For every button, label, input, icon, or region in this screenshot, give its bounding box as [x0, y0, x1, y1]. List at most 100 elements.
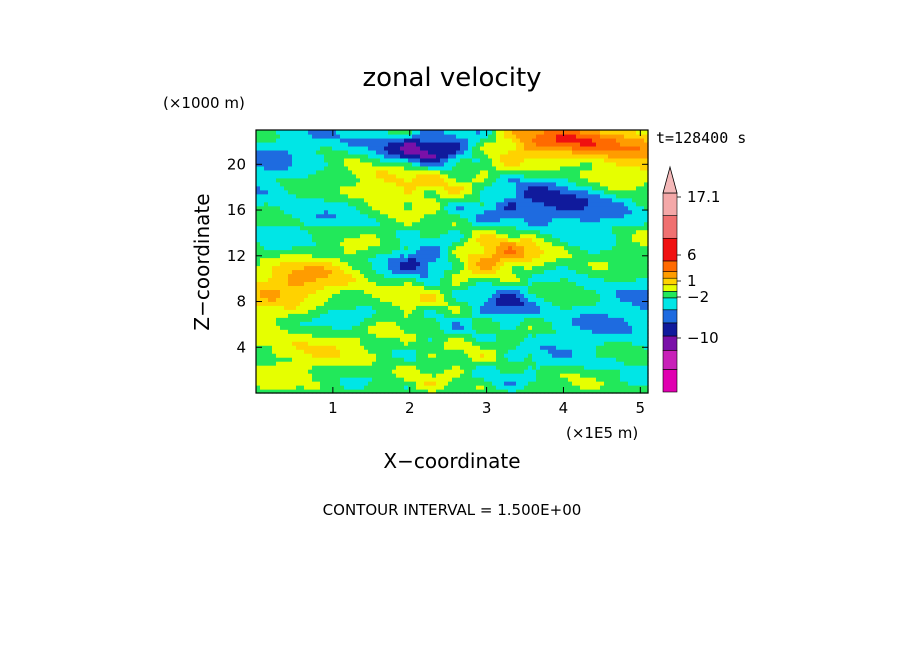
field-cell	[276, 130, 281, 135]
field-cell	[464, 285, 469, 290]
field-cell	[388, 209, 393, 215]
field-cell	[276, 377, 281, 382]
field-cell	[528, 373, 533, 378]
field-cell	[508, 209, 513, 215]
field-cell	[284, 237, 289, 243]
field-cell	[344, 301, 349, 306]
field-cell	[304, 237, 309, 243]
field-cell	[292, 225, 297, 231]
field-cell	[516, 141, 521, 147]
field-cell	[324, 149, 329, 155]
field-cell	[380, 241, 385, 247]
field-cell	[460, 353, 465, 358]
field-cell	[488, 253, 493, 259]
field-cell	[332, 281, 337, 286]
field-cell	[548, 325, 553, 330]
field-cell	[284, 261, 289, 267]
field-cell	[280, 349, 285, 354]
field-cell	[412, 309, 417, 314]
field-cell	[400, 229, 405, 235]
field-cell	[484, 293, 489, 298]
field-cell	[364, 217, 369, 223]
field-cell	[448, 389, 453, 394]
field-cell	[428, 349, 433, 354]
field-cell	[464, 317, 469, 322]
field-cell	[516, 169, 521, 175]
field-cell	[296, 285, 301, 290]
field-cell	[396, 185, 401, 191]
field-cell	[300, 245, 305, 251]
field-cell	[368, 141, 373, 147]
field-cell	[436, 325, 441, 330]
field-cell	[308, 173, 313, 179]
field-cell	[420, 201, 425, 207]
field-cell	[356, 365, 361, 370]
field-cell	[480, 237, 485, 243]
field-cell	[340, 249, 345, 255]
field-cell	[420, 241, 425, 247]
field-cell	[372, 241, 377, 247]
field-cell	[468, 301, 473, 306]
field-cell	[296, 173, 301, 179]
field-cell	[348, 201, 353, 207]
field-cell	[300, 237, 305, 243]
field-cell	[532, 273, 537, 279]
field-cell	[440, 173, 445, 179]
field-cell	[388, 389, 393, 394]
field-cell	[516, 245, 521, 251]
field-cell	[256, 289, 261, 294]
field-cell	[524, 337, 529, 342]
field-cell	[308, 209, 313, 215]
field-cell	[360, 313, 365, 318]
field-cell	[288, 293, 293, 298]
field-cell	[464, 341, 469, 346]
field-cell	[272, 301, 277, 306]
field-cell	[512, 257, 517, 263]
field-cell	[512, 285, 517, 290]
field-cell	[424, 177, 429, 183]
field-cell	[556, 213, 561, 219]
field-cell	[304, 130, 309, 135]
field-cell	[356, 385, 361, 390]
field-cell	[520, 369, 525, 374]
field-cell	[344, 305, 349, 310]
field-cell	[464, 369, 469, 374]
field-cell	[292, 333, 297, 338]
field-cell	[324, 225, 329, 231]
field-cell	[500, 305, 505, 310]
field-cell	[400, 130, 405, 135]
field-cell	[476, 161, 481, 167]
field-cell	[304, 341, 309, 346]
field-cell	[436, 181, 441, 187]
field-cell	[348, 349, 353, 354]
field-cell	[336, 225, 341, 231]
field-cell	[544, 389, 549, 394]
field-cell	[356, 165, 361, 171]
field-cell	[324, 345, 329, 350]
field-cell	[456, 281, 461, 286]
field-cell	[556, 249, 561, 255]
field-cell	[480, 289, 485, 294]
field-cell	[528, 233, 533, 239]
field-cell	[508, 197, 513, 203]
field-cell	[480, 189, 485, 195]
field-cell	[436, 217, 441, 223]
field-cell	[492, 273, 497, 279]
field-cell	[416, 197, 421, 203]
field-cell	[412, 173, 417, 179]
field-cell	[424, 317, 429, 322]
field-cell	[488, 177, 493, 183]
field-cell	[472, 329, 477, 334]
field-cell	[544, 189, 549, 195]
field-cell	[272, 157, 277, 163]
field-cell	[460, 265, 465, 271]
field-cell	[356, 229, 361, 235]
field-cell	[320, 269, 325, 275]
field-cell	[328, 225, 333, 231]
field-cell	[508, 297, 513, 302]
field-cell	[368, 205, 373, 211]
field-cell	[520, 341, 525, 346]
field-cell	[392, 321, 397, 326]
field-cell	[392, 333, 397, 338]
field-cell	[376, 365, 381, 370]
